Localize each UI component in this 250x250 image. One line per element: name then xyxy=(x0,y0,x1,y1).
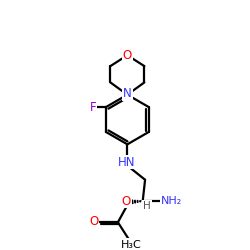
Text: H₃C: H₃C xyxy=(120,240,141,250)
Text: O: O xyxy=(89,215,98,228)
Text: N: N xyxy=(123,87,132,100)
Text: O: O xyxy=(122,194,131,207)
Text: H: H xyxy=(143,201,151,211)
Text: F: F xyxy=(90,100,96,114)
Text: HN: HN xyxy=(118,156,136,168)
Text: NH₂: NH₂ xyxy=(161,196,182,206)
Text: O: O xyxy=(123,49,132,62)
